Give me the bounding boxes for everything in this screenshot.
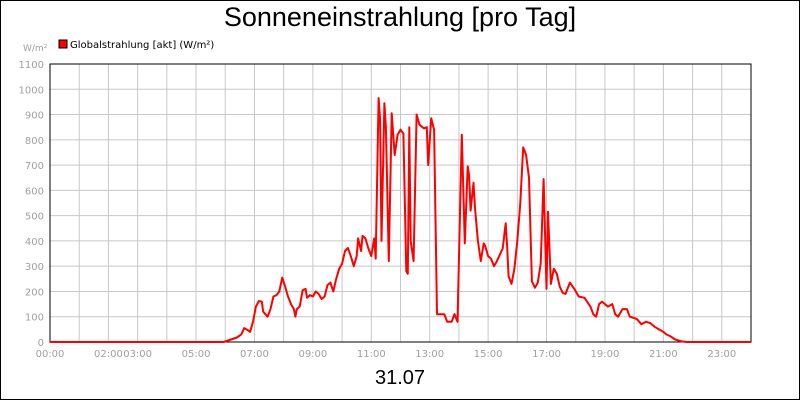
x-tick-label: 09:00 bbox=[298, 349, 327, 360]
y-tick-label: 900 bbox=[25, 111, 44, 122]
x-tick-label: 15:00 bbox=[474, 349, 503, 360]
x-tick-label: 05:00 bbox=[182, 349, 211, 360]
legend: Globalstrahlung [akt] (W/m²) bbox=[58, 39, 214, 51]
y-axis-unit: W/m² bbox=[23, 44, 48, 54]
series-layer bbox=[50, 97, 751, 343]
date-label: 31.07 bbox=[374, 367, 426, 389]
x-tick-label: 19:00 bbox=[591, 349, 620, 360]
y-tick-label: 500 bbox=[25, 212, 44, 223]
x-tick-label: 17:00 bbox=[532, 349, 561, 360]
x-tick-label: 23:00 bbox=[707, 349, 736, 360]
x-tick-label: 11:00 bbox=[357, 349, 386, 360]
x-tick-label: 02:00 bbox=[94, 349, 123, 360]
x-tick-label: 13:00 bbox=[415, 349, 444, 360]
x-tick-label: 03:00 bbox=[123, 349, 152, 360]
axes: 0 100 200 300 400 500 600 700 800 900 1000 1100 00:0… bbox=[19, 60, 752, 360]
plot-area-border bbox=[49, 63, 752, 343]
y-tick-label: 400 bbox=[25, 237, 44, 248]
y-tick-label: 100 bbox=[25, 313, 44, 324]
y-tick-label: 600 bbox=[25, 186, 44, 197]
x-tick-label: 21:00 bbox=[649, 349, 678, 360]
y-tick-label: 800 bbox=[25, 136, 44, 147]
x-tick-label: 07:00 bbox=[240, 349, 269, 360]
y-tick-label: 700 bbox=[25, 161, 44, 172]
chart-title: Sonneneinstrahlung [pro Tag] bbox=[223, 2, 577, 32]
grid-lines bbox=[50, 63, 751, 343]
y-tick-label: 1100 bbox=[19, 60, 44, 71]
legend-swatch bbox=[58, 39, 68, 49]
series-line-0 bbox=[50, 97, 751, 343]
x-tick-label: 00:00 bbox=[36, 349, 65, 360]
legend-label: Globalstrahlung [akt] (W/m²) bbox=[70, 40, 214, 51]
y-tick-label: 200 bbox=[25, 287, 44, 298]
y-tick-label: 300 bbox=[25, 262, 44, 273]
y-tick-label: 0 bbox=[38, 338, 44, 349]
y-tick-label: 1000 bbox=[19, 85, 44, 96]
